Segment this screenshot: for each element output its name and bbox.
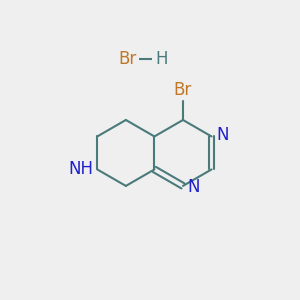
Text: H: H — [155, 50, 167, 68]
Text: Br: Br — [118, 50, 137, 68]
Text: N: N — [216, 126, 229, 144]
Text: Br: Br — [174, 81, 192, 99]
Text: N: N — [188, 178, 200, 196]
Text: NH: NH — [68, 160, 93, 178]
